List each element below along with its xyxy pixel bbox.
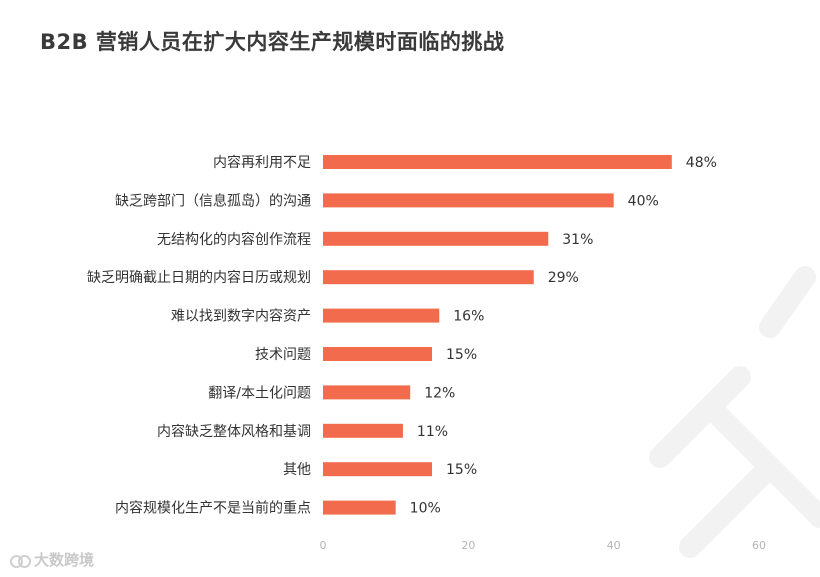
x-axis: 0 20 40 60 — [320, 539, 767, 552]
category-label: 其他 — [283, 462, 311, 478]
bar — [323, 155, 672, 169]
decorative-watermark-shape — [649, 266, 820, 558]
data-label: 10% — [410, 501, 441, 517]
bars-group — [323, 155, 672, 515]
data-label: 40% — [628, 193, 659, 209]
bar — [323, 423, 403, 438]
bar — [323, 500, 396, 515]
x-tick-label: 20 — [461, 539, 475, 552]
category-label: 内容规模化生产不是当前的重点 — [115, 500, 311, 517]
data-label: 29% — [548, 270, 579, 286]
data-label: 16% — [453, 309, 484, 325]
x-tick-label: 60 — [752, 539, 766, 552]
chart-title: B2B 营销人员在扩大内容生产规模时面临的挑战 — [40, 30, 505, 54]
category-label: 技术问题 — [255, 347, 311, 363]
data-label: 12% — [424, 385, 455, 401]
data-label: 15% — [446, 462, 477, 478]
bar — [323, 231, 549, 246]
bar — [323, 385, 411, 400]
category-label: 缺乏明确截止日期的内容日历或规划 — [87, 269, 311, 286]
category-label: 翻译/本土化问题 — [208, 385, 311, 401]
bar — [323, 193, 614, 208]
bar — [323, 308, 440, 323]
category-label: 内容再利用不足 — [213, 154, 311, 171]
bar — [323, 270, 534, 285]
category-label: 无结构化的内容创作流程 — [157, 231, 311, 248]
data-label: 11% — [417, 424, 448, 440]
data-labels-group: 48% 40% 31% 29% 16% 15% 12% 11% 15% 10% — [410, 155, 717, 517]
bar — [323, 462, 432, 477]
watermark: 大数跨境 — [10, 549, 94, 570]
data-label: 15% — [446, 347, 477, 363]
data-label: 48% — [686, 155, 717, 171]
category-label: 难以找到数字内容资产 — [171, 308, 311, 325]
bar — [323, 347, 432, 361]
category-label: 缺乏跨部门（信息孤岛）的沟通 — [115, 192, 311, 209]
double-circle-logo-icon — [10, 553, 31, 568]
category-label: 内容缺乏整体风格和基调 — [157, 423, 311, 440]
category-labels-group: 内容再利用不足缺乏跨部门（信息孤岛）的沟通无结构化的内容创作流程缺乏明确截止日期… — [87, 154, 311, 517]
watermark-text: 大数跨境 — [34, 551, 95, 569]
x-tick-label: 0 — [320, 539, 327, 552]
data-label: 31% — [562, 232, 593, 248]
x-tick-label: 40 — [607, 539, 621, 552]
